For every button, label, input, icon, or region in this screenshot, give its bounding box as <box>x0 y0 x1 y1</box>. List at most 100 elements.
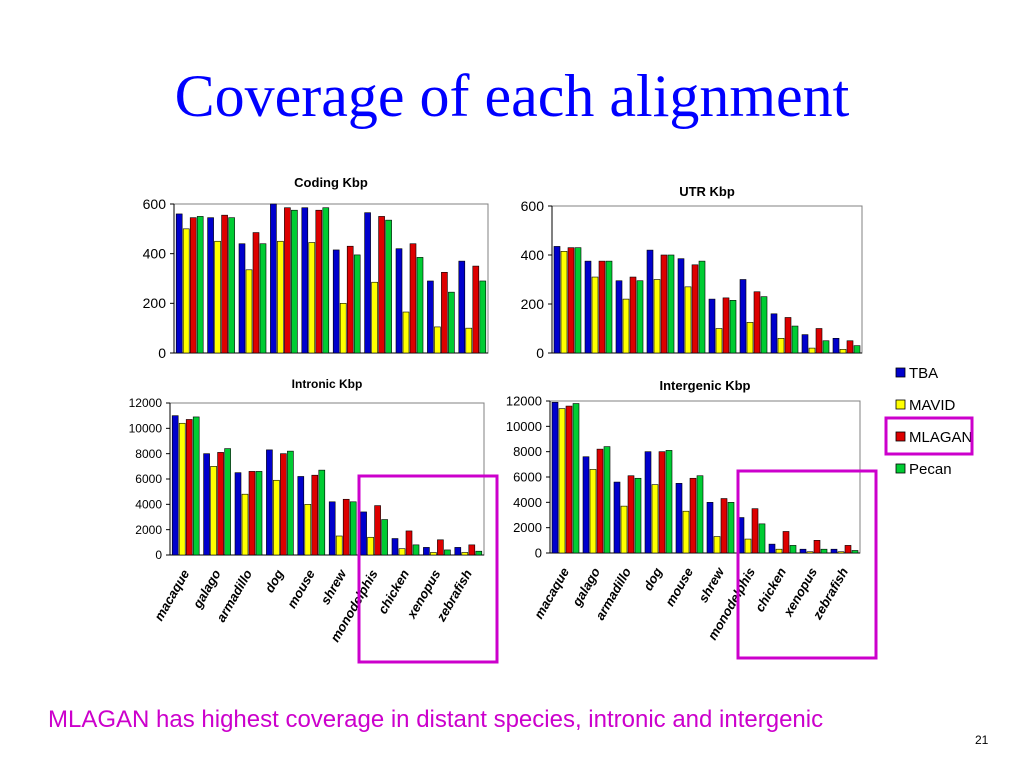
bar-tba-macaque <box>551 401 559 554</box>
y-tick-label: 200 <box>521 296 545 312</box>
bar-pecan-monodelphis <box>385 219 392 354</box>
bar-mavid-galago <box>210 466 217 556</box>
legend-label-pecan: Pecan <box>909 461 952 478</box>
bar-mavid-macaque <box>560 251 568 354</box>
bar-mavid-monodelphis <box>746 322 754 354</box>
bar-mavid-galago <box>591 276 599 354</box>
bar-pecan-dog <box>287 450 294 556</box>
bar-pecan-monodelphis <box>758 523 766 554</box>
bar-mlagan-shrew <box>342 498 350 556</box>
bar-tba-macaque <box>175 213 183 354</box>
bar-mavid-armadillo <box>620 505 628 554</box>
bar-pecan-galago <box>228 217 235 354</box>
highlight-box-intergenic <box>736 469 878 660</box>
y-tick-label: 0 <box>536 345 544 361</box>
bar-mlagan-mouse <box>311 474 319 556</box>
bar-pecan-mouse <box>322 207 330 354</box>
x-tick-label-macaque: macaque <box>531 565 572 621</box>
y-tick-label: 200 <box>143 295 167 311</box>
bar-tba-zebrafish <box>832 337 840 354</box>
bar-mlagan-shrew <box>346 245 354 354</box>
bar-mavid-xenopus <box>434 326 441 354</box>
bar-mavid-chicken <box>777 337 785 354</box>
bar-tba-armadillo <box>615 280 623 354</box>
bar-tba-xenopus <box>799 548 807 554</box>
bar-mlagan-armadillo <box>627 475 635 554</box>
bar-tba-mouse <box>675 483 683 554</box>
chart-legend: TBA MAVID MLAGAN Pecan <box>884 365 974 478</box>
bar-mlagan-galago <box>221 214 228 354</box>
bar-mavid-dog <box>653 279 661 354</box>
bar-mlagan-mouse <box>315 209 323 354</box>
bar-mlagan-chicken <box>409 243 417 354</box>
chart-title: UTR Kbp <box>679 184 735 199</box>
bar-pecan-shrew <box>353 254 361 354</box>
bar-tba-armadillo <box>238 243 246 354</box>
bar-pecan-shrew <box>349 501 357 556</box>
bar-pecan-dog <box>667 254 675 354</box>
charts-canvas: 0 200 400 600 Coding Kbp 0 200 400 600 UTR Kbp 0… <box>129 175 974 664</box>
bar-mavid-monodelphis <box>367 536 374 556</box>
bar-pecan-shrew <box>727 502 735 554</box>
bar-mlagan-monodelphis <box>374 505 381 556</box>
bar-mavid-mouse <box>684 286 692 354</box>
y-tick-label: 0 <box>158 345 166 361</box>
bar-mlagan-shrew <box>722 297 730 354</box>
bar-mavid-shrew <box>339 303 347 354</box>
bar-tba-macaque <box>553 246 561 354</box>
bar-tba-xenopus <box>423 547 430 556</box>
bar-pecan-zebrafish <box>851 550 859 554</box>
bar-mavid-xenopus <box>430 552 437 556</box>
bar-pecan-macaque <box>196 216 204 354</box>
bar-mlagan-armadillo <box>252 232 260 354</box>
bar-tba-monodelphis <box>739 279 747 354</box>
bar-mlagan-xenopus <box>815 328 823 354</box>
bar-mavid-macaque <box>182 228 190 354</box>
bar-mavid-galago <box>589 469 597 554</box>
bar-mavid-macaque <box>558 408 566 554</box>
bar-tba-zebrafish <box>458 260 466 354</box>
bar-pecan-mouse <box>318 469 326 556</box>
bar-mavid-monodelphis <box>744 538 752 554</box>
bar-pecan-armadillo <box>634 477 642 554</box>
bar-tba-galago <box>582 456 590 554</box>
plot-area <box>169 402 485 556</box>
bar-mavid-mouse <box>682 510 690 554</box>
bar-mlagan-xenopus <box>437 539 444 556</box>
bar-mavid-zebrafish <box>465 327 473 354</box>
bar-mlagan-dog <box>658 451 666 554</box>
y-tick-label: 0 <box>155 548 162 562</box>
slide-title: Coverage of each alignment <box>174 63 850 129</box>
legend-label-mlagan: MLAGAN <box>909 429 972 446</box>
bar-tba-shrew <box>328 501 336 556</box>
bar-pecan-dog <box>291 209 298 354</box>
bar-mavid-xenopus <box>808 347 816 354</box>
bar-pecan-galago <box>224 448 231 556</box>
bar-mlagan-mouse <box>691 264 699 354</box>
bar-pecan-xenopus <box>448 291 455 354</box>
bar-tba-dog <box>266 449 273 556</box>
bar-pecan-chicken <box>416 257 424 354</box>
bar-tba-xenopus <box>427 280 434 354</box>
bar-pecan-armadillo <box>259 243 267 354</box>
bar-tba-dog <box>644 451 652 554</box>
bar-pecan-zebrafish <box>853 345 861 354</box>
bar-pecan-mouse <box>698 260 706 354</box>
bar-pecan-mouse <box>696 475 704 554</box>
bar-mavid-zebrafish <box>839 349 847 354</box>
bar-tba-chicken <box>770 313 778 354</box>
chart-intergenic: 0 2000 4000 6000 8000 10000 12000 Intergenic Kb… <box>506 378 861 643</box>
bar-pecan-monodelphis <box>760 296 768 354</box>
bar-mavid-zebrafish <box>461 552 469 556</box>
bar-mlagan-macaque <box>185 419 193 556</box>
legend-swatch-tba <box>895 367 906 378</box>
y-tick-label: 8000 <box>135 447 162 461</box>
bar-tba-chicken <box>768 543 776 554</box>
bar-mavid-chicken <box>402 311 410 354</box>
legend-swatch-mlagan <box>895 431 906 442</box>
bar-tba-dog <box>270 203 277 354</box>
bar-tba-mouse <box>677 258 685 354</box>
bar-mavid-chicken <box>398 548 406 556</box>
legend-label-mavid: MAVID <box>909 397 956 414</box>
bar-mlagan-dog <box>284 207 291 354</box>
